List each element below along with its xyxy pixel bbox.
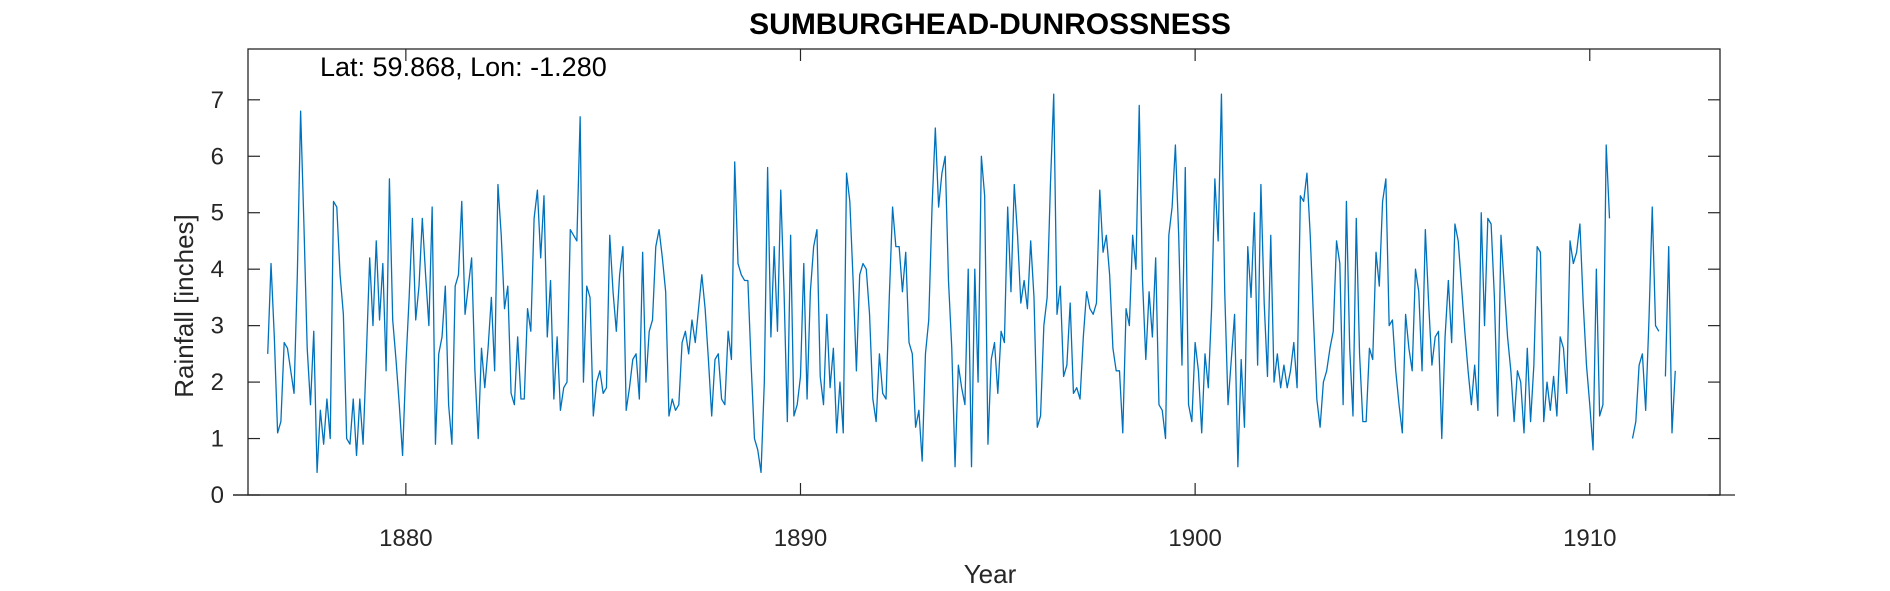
y-tick-label: 2 (211, 369, 224, 396)
x-tick-label: 1900 (1168, 525, 1221, 552)
x-tick-label: 1910 (1563, 525, 1616, 552)
y-tick-label: 3 (211, 313, 224, 340)
rainfall-series-line (267, 93, 1676, 474)
x-tick-label: 1880 (379, 525, 432, 552)
x-axis-label: Year (964, 559, 1017, 589)
y-tick-label: 1 (211, 426, 224, 453)
y-tick-label: 0 (211, 482, 224, 509)
y-tick-label: 6 (211, 143, 224, 170)
y-tick-label: 4 (211, 256, 224, 283)
chart-title: SUMBURGHEAD-DUNROSSNESS (749, 8, 1231, 41)
series-line-group (267, 93, 1676, 474)
location-annotation: Lat: 59.868, Lon: -1.280 (320, 52, 607, 82)
y-tick-label: 5 (211, 200, 224, 227)
y-axis-label: Rainfall [inches] (169, 214, 199, 398)
x-tick-label: 1890 (774, 525, 827, 552)
x-axis-ticks: 1880 1890 1900 1910 (379, 49, 1616, 552)
y-axis-ticks: 0 1 2 3 4 5 6 7 (211, 87, 1720, 509)
y-tick-label: 7 (211, 87, 224, 114)
axes-box (233, 48, 1735, 496)
